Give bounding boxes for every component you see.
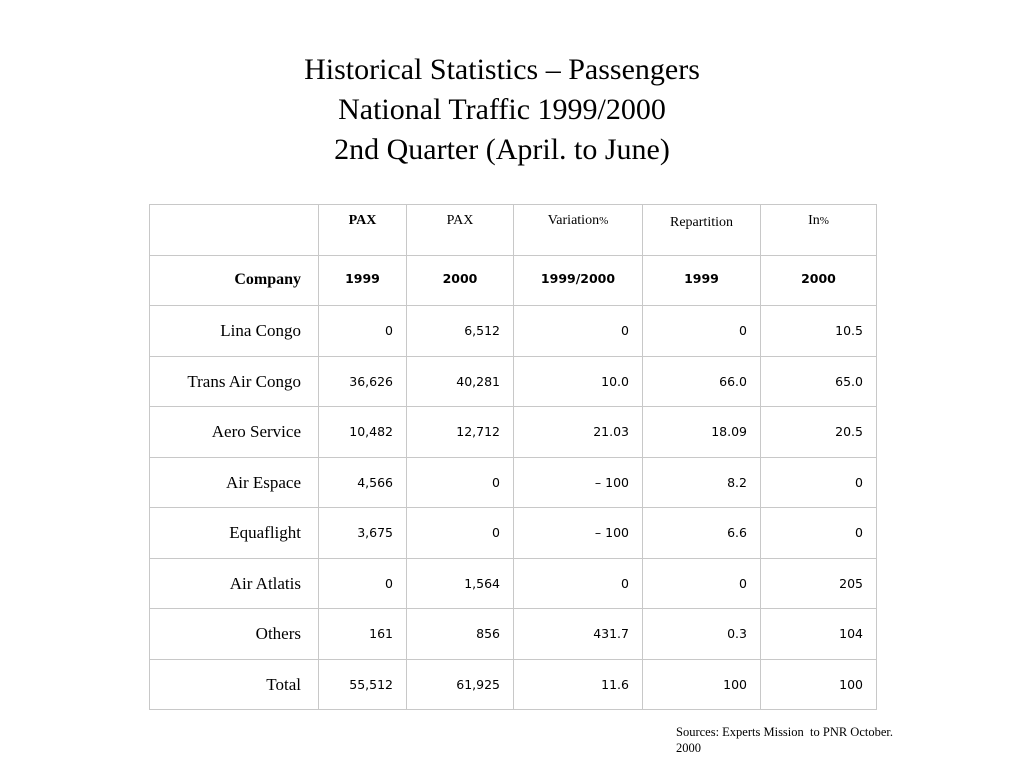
pax-2000-cell: 0 — [406, 456, 514, 508]
in-2000-cell: 100 — [760, 658, 877, 710]
pax-1999-cell: 0 — [318, 557, 407, 609]
pax-2000-cell: 0 — [406, 507, 514, 559]
table-year-row: Company 1999 2000 1999/2000 1999 2000 — [149, 254, 877, 306]
pax-1999-cell: 4,566 — [318, 456, 407, 508]
repartition-1999-cell: 18.09 — [642, 406, 761, 458]
table-row: Trans Air Congo 36,626 40,281 10.0 66.0 65.0 — [149, 355, 877, 407]
page-title: Historical Statistics – Passengers Natio… — [0, 50, 1004, 170]
table-row: Lina Congo 0 6,512 0 0 10.5 — [149, 305, 877, 357]
pax-1999-cell: 3,675 — [318, 507, 407, 559]
header-variation-label: Variation — [547, 213, 600, 228]
pax-2000-cell: 40,281 — [406, 355, 514, 407]
variation-cell: 0 — [513, 557, 643, 609]
company-name: Equaflight — [149, 507, 319, 559]
table-row: Aero Service 10,482 12,712 21.03 18.09 20.5 — [149, 406, 877, 458]
header-in-pct-sign: % — [819, 215, 829, 227]
in-2000-cell: 20.5 — [760, 406, 877, 458]
repartition-1999-cell: 0.3 — [642, 608, 761, 660]
variation-cell: 11.6 — [513, 658, 643, 710]
variation-cell: – 100 — [513, 507, 643, 559]
in-2000-cell: 0 — [760, 456, 877, 508]
year-1999-pax: 1999 — [318, 254, 407, 306]
repartition-1999-cell: 100 — [642, 658, 761, 710]
header-in-pct: In% — [760, 204, 877, 256]
pax-2000-cell: 1,564 — [406, 557, 514, 609]
in-2000-cell: 0 — [760, 507, 877, 559]
company-name: Lina Congo — [149, 305, 319, 357]
pax-1999-cell: 10,482 — [318, 406, 407, 458]
variation-cell: 0 — [513, 305, 643, 357]
in-2000-cell: 205 — [760, 557, 877, 609]
variation-cell: – 100 — [513, 456, 643, 508]
company-name: Aero Service — [149, 406, 319, 458]
year-variation: 1999/2000 — [513, 254, 643, 306]
table-row: Others 161 856 431.7 0.3 104 — [149, 608, 877, 660]
title-line-2: National Traffic 1999/2000 — [338, 93, 666, 126]
company-name: Trans Air Congo — [149, 355, 319, 407]
company-column-header: Company — [149, 254, 319, 306]
header-pax-2000: PAX — [406, 204, 514, 256]
year-1999-repartition: 1999 — [642, 254, 761, 306]
table-row: Air Espace 4,566 0– 100 8.2 0 — [149, 456, 877, 508]
header-pax-1999: PAX — [318, 204, 407, 256]
pax-2000-cell: 856 — [406, 608, 514, 660]
table-header-row: PAX PAX Variation% Repartition In% — [149, 204, 877, 256]
statistics-table: PAX PAX Variation% Repartition In% Compa… — [149, 204, 877, 710]
header-in-label: In — [808, 213, 820, 228]
source-note: Sources: Experts Mission to PNR October.… — [676, 725, 894, 755]
repartition-1999-cell: 0 — [642, 305, 761, 357]
variation-cell: 431.7 — [513, 608, 643, 660]
pax-2000-cell: 6,512 — [406, 305, 514, 357]
header-variation: Variation% — [513, 204, 643, 256]
year-2000-pax: 2000 — [406, 254, 514, 306]
company-name: Total — [149, 658, 319, 710]
variation-cell: 10.0 — [513, 355, 643, 407]
in-2000-cell: 10.5 — [760, 305, 877, 357]
in-2000-cell: 65.0 — [760, 355, 877, 407]
repartition-1999-cell: 6.6 — [642, 507, 761, 559]
pax-1999-cell: 161 — [318, 608, 407, 660]
pax-2000-cell: 12,712 — [406, 406, 514, 458]
company-name: Others — [149, 608, 319, 660]
repartition-1999-cell: 66.0 — [642, 355, 761, 407]
year-2000-in: 2000 — [760, 254, 877, 306]
pax-1999-cell: 0 — [318, 305, 407, 357]
header-variation-pct: % — [599, 215, 609, 227]
company-name: Air Espace — [149, 456, 319, 508]
title-line-3: 2nd Quarter (April. to June) — [334, 133, 670, 166]
header-blank-cell — [149, 204, 319, 256]
pax-1999-cell: 36,626 — [318, 355, 407, 407]
pax-1999-cell: 55,512 — [318, 658, 407, 710]
header-repartition: Repartition — [642, 204, 761, 256]
variation-cell: 21.03 — [513, 406, 643, 458]
company-name: Air Atlatis — [149, 557, 319, 609]
repartition-1999-cell: 8.2 — [642, 456, 761, 508]
repartition-1999-cell: 0 — [642, 557, 761, 609]
table-row: Total 55,512 61,925 11.6 100 100 — [149, 658, 877, 710]
table-row: Equaflight 3,675 0– 100 6.6 0 — [149, 507, 877, 559]
table-row: Air Atlatis 0 1,564 0 0 205 — [149, 557, 877, 609]
pax-2000-cell: 61,925 — [406, 658, 514, 710]
in-2000-cell: 104 — [760, 608, 877, 660]
title-line-1: Historical Statistics – Passengers — [304, 53, 700, 86]
